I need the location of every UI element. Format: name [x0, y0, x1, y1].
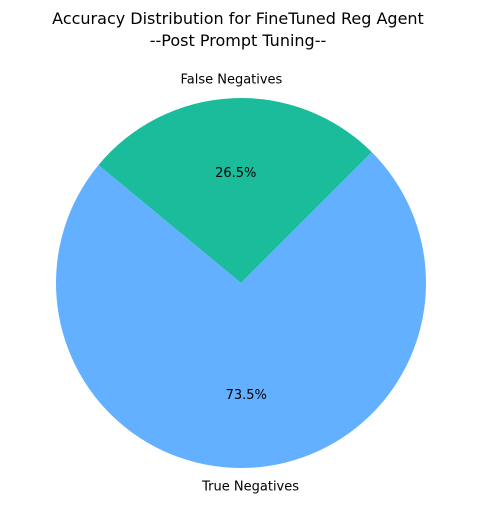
pie-slice-false-negatives	[98, 98, 372, 284]
chart-title: Accuracy Distribution for FineTuned Reg …	[52, 9, 424, 28]
pct-label-false-negatives: 26.5%	[215, 166, 256, 181]
pct-label-true-negatives: 73.5%	[226, 388, 267, 403]
pie-labels: False Negatives 26.5% True Negatives 73.5%	[180, 73, 299, 495]
slice-label-true-negatives: True Negatives	[201, 479, 299, 494]
chart-subtitle: --Post Prompt Tuning--	[150, 31, 327, 50]
slice-label-false-negatives: False Negatives	[180, 73, 282, 88]
pie-slice-true-negatives	[55, 152, 427, 469]
pie-slices	[55, 98, 427, 469]
